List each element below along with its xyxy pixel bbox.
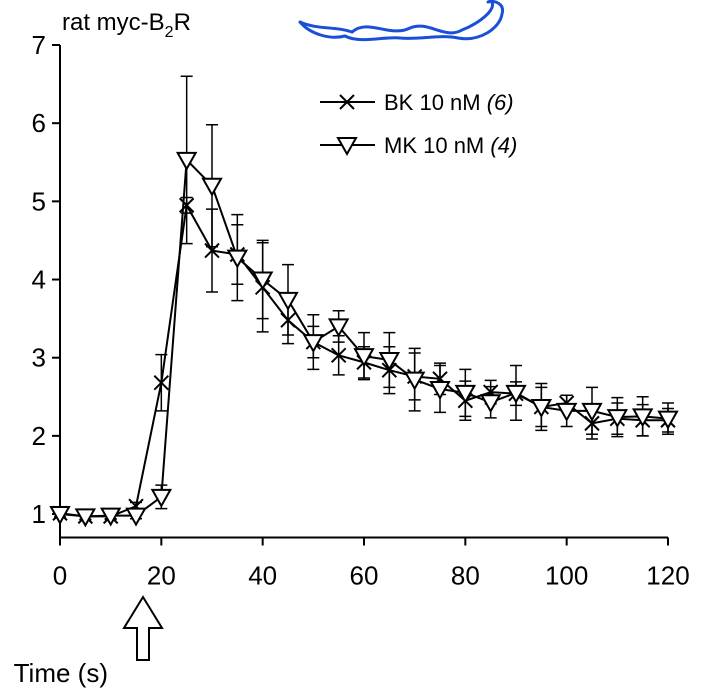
data-point xyxy=(479,394,502,414)
y-tick-label: 6 xyxy=(32,108,46,138)
data-point xyxy=(201,177,223,197)
data-point xyxy=(584,415,600,432)
data-point xyxy=(153,375,170,391)
y-tick-label: 2 xyxy=(32,421,46,451)
data-point xyxy=(353,348,375,368)
data-point xyxy=(555,402,578,422)
data-point xyxy=(178,197,195,213)
legend-marker xyxy=(339,94,355,110)
data-point xyxy=(251,271,274,291)
chart-title: rat myc-B2R xyxy=(62,9,191,41)
x-tick-label: 60 xyxy=(350,561,379,591)
data-point xyxy=(454,384,477,404)
x-tick-label: 80 xyxy=(451,561,480,591)
x-tick-label: 100 xyxy=(545,561,588,591)
data-point xyxy=(606,409,629,429)
data-point xyxy=(277,291,299,311)
x-tick-label: 20 xyxy=(147,561,176,591)
data-point xyxy=(403,371,426,391)
rat-sketch xyxy=(298,0,505,42)
legend-name: BK 10 nM xyxy=(384,90,481,115)
legend-marker xyxy=(336,137,358,157)
y-tick-label: 5 xyxy=(32,186,46,216)
x-tick-label: 40 xyxy=(248,561,277,591)
data-point xyxy=(49,506,71,526)
x-axis-label: Time (s) xyxy=(14,658,108,688)
data-point xyxy=(429,380,451,401)
legend-n: (4) xyxy=(490,133,517,158)
data-point xyxy=(302,334,325,354)
data-point xyxy=(99,507,122,527)
data-point xyxy=(657,410,679,430)
stimulus-arrow xyxy=(122,595,164,661)
data-point xyxy=(226,249,249,269)
legend-name: MK 10 nM xyxy=(384,133,484,158)
data-point xyxy=(280,312,296,328)
legend-n: (6) xyxy=(487,90,514,115)
data-point xyxy=(530,398,553,418)
x-tick-label: 0 xyxy=(53,561,67,591)
y-tick-label: 1 xyxy=(32,499,46,529)
data-point xyxy=(74,508,97,528)
y-tick-label: 4 xyxy=(32,265,46,295)
data-point xyxy=(175,151,198,171)
data-point xyxy=(581,402,603,422)
data-point xyxy=(150,488,173,508)
data-point xyxy=(505,384,527,404)
data-point xyxy=(378,352,401,372)
data-point xyxy=(330,347,347,364)
legend-label: BK 10 nM (6) xyxy=(384,90,514,115)
data-point xyxy=(125,507,147,527)
x-tick-label: 120 xyxy=(646,561,689,591)
y-tick-label: 7 xyxy=(32,30,46,60)
data-point xyxy=(327,318,350,338)
data-point xyxy=(631,408,654,428)
y-tick-label: 3 xyxy=(32,343,46,373)
legend-label: MK 10 nM (4) xyxy=(384,133,517,158)
data-point xyxy=(204,242,220,259)
